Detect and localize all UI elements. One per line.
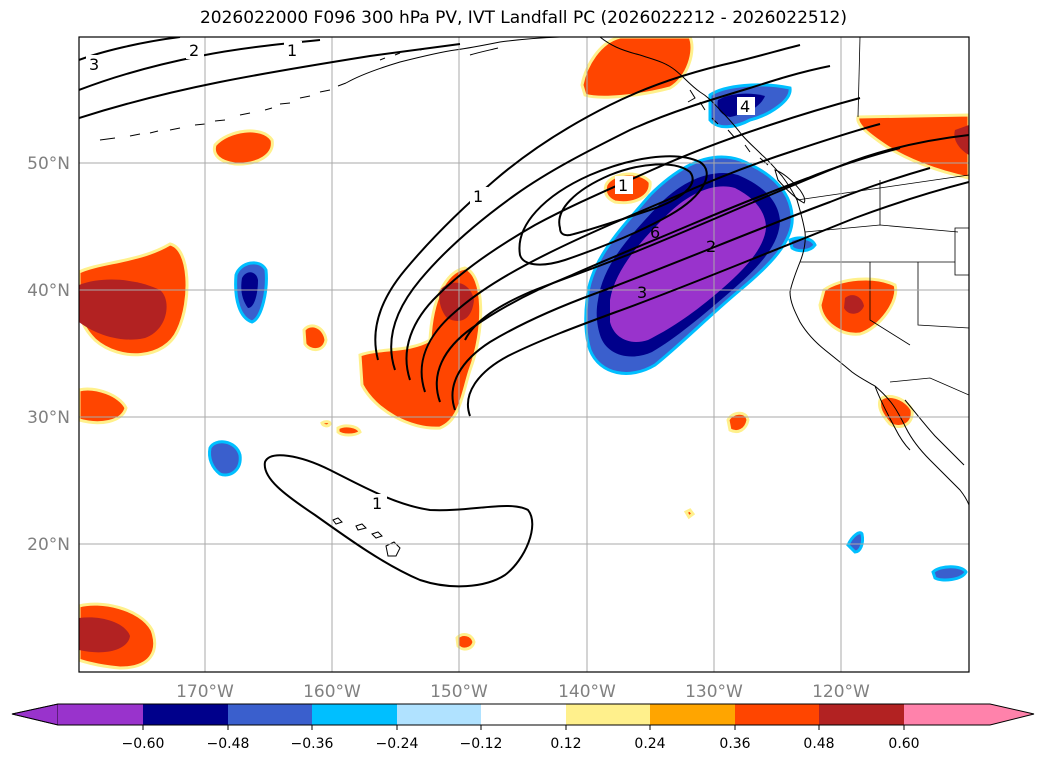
- lon-label: 140°W: [558, 682, 616, 702]
- colorbar-tick-label: 0.24: [634, 736, 665, 752]
- positive-field-dot-1: [336, 424, 362, 437]
- negative-field-118w: [846, 531, 864, 554]
- lon-label: 160°W: [303, 682, 361, 702]
- contour-label: 3: [637, 283, 647, 302]
- colorbar-tick-label: 0.48: [803, 736, 834, 752]
- map-title: 2026022000 F096 300 hPa PV, IVT Landfall…: [199, 8, 847, 28]
- contour-labels: 3 2 1 1 1 6 2 3 4 1: [86, 41, 755, 513]
- positive-field-128w: [726, 411, 750, 434]
- contour-label: 2: [189, 41, 199, 60]
- contour-label: 4: [740, 97, 750, 116]
- colorbar-tick-label: −0.48: [207, 736, 250, 752]
- colorbar-extend-high: [904, 704, 1034, 725]
- colorbar-tick-label: −0.24: [376, 736, 419, 752]
- positive-field-central-core: [439, 282, 474, 321]
- colorbar-tick-label: −0.12: [460, 736, 503, 752]
- lat-label: 20°N: [27, 535, 70, 555]
- contour-label: 2: [706, 237, 716, 256]
- plot-area: [79, 37, 969, 672]
- positive-field-california-core: [844, 295, 864, 314]
- lat-label: 30°N: [27, 408, 70, 428]
- negative-field-167w: [208, 440, 242, 477]
- lat-label: 40°N: [27, 281, 70, 301]
- positive-field-dot-2: [320, 420, 332, 428]
- positive-field-west-core: [79, 279, 167, 340]
- negative-field-main-deep: [610, 186, 766, 342]
- colorbar-segment: [735, 704, 819, 725]
- colorbar-extend-low: [11, 703, 59, 726]
- colorbar-tick-label: −0.36: [291, 736, 334, 752]
- colorbar-segment: [650, 704, 735, 725]
- longitude-labels: 170°W 160°W 150°W 140°W 130°W 120°W: [176, 682, 870, 702]
- colorbar-tick-label: 0.60: [888, 736, 919, 752]
- positive-field-dot-3: [455, 633, 476, 651]
- positive-field-aleutian: [212, 129, 274, 166]
- colorbar-tick-label: 0.36: [719, 736, 750, 752]
- pv-contours: [79, 37, 969, 588]
- positive-anomaly-fields: [79, 37, 969, 670]
- contour-label: 6: [650, 223, 660, 242]
- positive-field-sw-core: [79, 617, 130, 653]
- plot-frame: [78, 36, 970, 673]
- colorbar-segment: [397, 704, 481, 725]
- latitude-labels: 50°N 40°N 30°N 20°N: [27, 154, 70, 555]
- contour-label: 1: [618, 176, 628, 195]
- positive-field-small-36n: [302, 324, 328, 351]
- coastlines: [99, 37, 969, 557]
- colorbar-segment: [312, 704, 397, 725]
- colorbar-segment: [143, 704, 228, 725]
- graticule: [79, 37, 969, 672]
- colorbar-ticks: [142, 725, 905, 730]
- contour-label: 1: [372, 494, 382, 513]
- contour-label: 1: [473, 187, 483, 206]
- lon-label: 170°W: [176, 682, 234, 702]
- lon-label: 150°W: [430, 682, 488, 702]
- contour-label: 3: [89, 55, 99, 74]
- colorbar-segment: [481, 704, 566, 725]
- colorbar-segment: [228, 704, 312, 725]
- negative-field-114w: [931, 565, 968, 582]
- lon-label: 130°W: [685, 682, 743, 702]
- negative-anomaly-fields: [208, 83, 968, 582]
- positive-field-31n: [79, 387, 128, 425]
- positive-field-canada-core: [954, 125, 969, 155]
- lat-label: 50°N: [27, 154, 70, 174]
- colorbar: −0.60 −0.48 −0.36 −0.24 −0.12 0.12 0.24 …: [11, 703, 1035, 752]
- positive-field-baja: [878, 394, 914, 428]
- positive-field-dot-4: [683, 508, 696, 520]
- contour-label: 1: [287, 41, 297, 60]
- colorbar-segment: [58, 704, 143, 725]
- colorbar-tick-label: 0.12: [550, 736, 581, 752]
- colorbar-segment: [819, 704, 904, 725]
- political-borders: [796, 37, 969, 396]
- colorbar-tick-label: −0.60: [122, 736, 165, 752]
- lon-label: 120°W: [812, 682, 870, 702]
- colorbar-segment: [566, 704, 650, 725]
